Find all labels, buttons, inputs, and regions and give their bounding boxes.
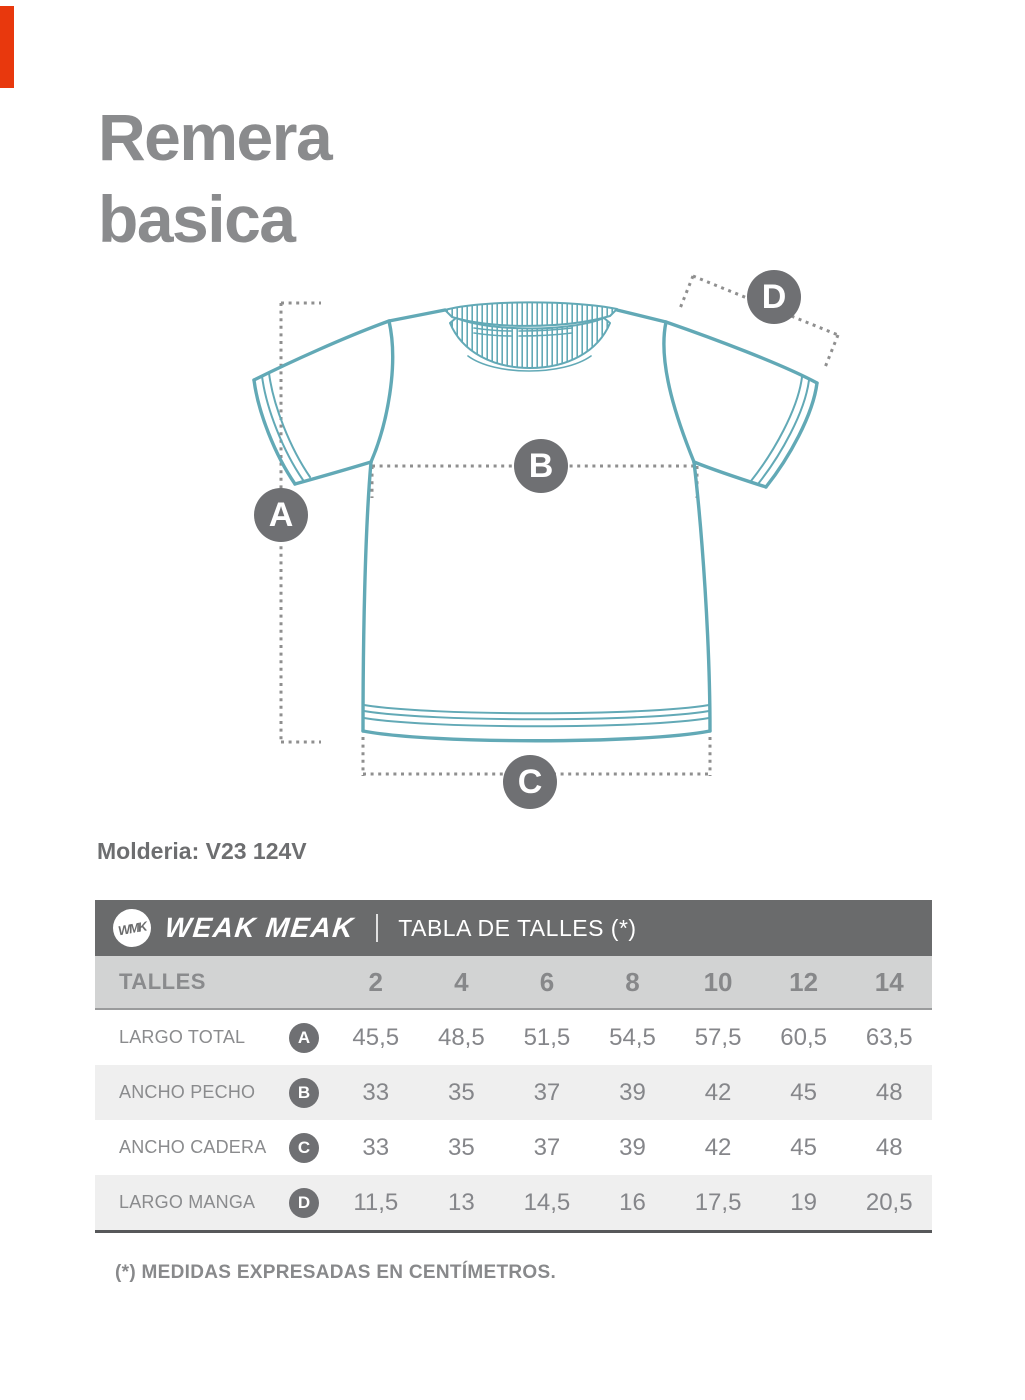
- measure-letter-c: C: [517, 762, 543, 801]
- value-cell: 35: [448, 1078, 475, 1106]
- page-title: Remera basica: [98, 96, 333, 260]
- table-row-largo-total: LARGO TOTAL A 45,5 48,5 51,5 54,5 57,5 6…: [95, 1010, 932, 1065]
- value-cell: 33: [362, 1078, 390, 1106]
- value-cell: 20,5: [865, 1188, 913, 1216]
- value-cell: 19: [790, 1188, 817, 1216]
- page-title-line1: Remera: [98, 100, 333, 174]
- row-label: LARGO MANGA: [119, 1192, 256, 1212]
- value-cell: 35: [448, 1133, 475, 1161]
- measure-circle-d: D: [747, 270, 801, 324]
- table-row-ancho-cadera: ANCHO CADERA C 33 35 37 39 42 45 48: [95, 1120, 932, 1175]
- size-col: 8: [625, 966, 640, 997]
- value-cell: 45,5: [352, 1023, 400, 1051]
- value-cell: 16: [619, 1188, 646, 1216]
- row-label: ANCHO PECHO: [119, 1082, 256, 1102]
- value-cell: 48,5: [437, 1023, 485, 1051]
- value-cell: 14,5: [523, 1188, 571, 1216]
- value-cell: 45: [790, 1078, 817, 1106]
- value-cell: 33: [362, 1133, 390, 1161]
- measure-circle-b: B: [514, 439, 568, 493]
- brand-monogram: WMK: [116, 918, 148, 938]
- corner-red-tab: [0, 6, 14, 88]
- value-cell: 13: [448, 1188, 475, 1216]
- row-badge-c: C: [289, 1132, 319, 1163]
- table-title: TABLA DE TALLES (*): [398, 914, 637, 941]
- value-cell: 37: [533, 1078, 561, 1106]
- value-cell: 39: [619, 1078, 646, 1106]
- table-row-largo-manga: LARGO MANGA D 11,5 13 14,5 16 17,5 19 20…: [95, 1175, 932, 1230]
- value-cell: 63,5: [865, 1023, 913, 1051]
- size-table: WMK WEAK MEAK TABLA DE TALLES (*) TALLES…: [95, 900, 932, 1233]
- value-cell: 54,5: [609, 1023, 656, 1051]
- header-divider: [376, 914, 379, 942]
- brand-name: WEAK MEAK: [163, 912, 356, 943]
- value-cell: 51,5: [523, 1023, 571, 1051]
- value-cell: 17,5: [694, 1188, 742, 1216]
- row-label: ANCHO CADERA: [119, 1137, 267, 1157]
- value-cell: 37: [533, 1133, 561, 1161]
- measure-circle-c: C: [503, 755, 557, 809]
- size-col: 6: [539, 966, 555, 997]
- tshirt-outline: [252, 308, 819, 743]
- value-cell: 48: [875, 1133, 903, 1161]
- value-cell: 11,5: [353, 1188, 399, 1216]
- size-col: 4: [454, 966, 469, 997]
- table-header-bar: WMK WEAK MEAK TABLA DE TALLES (*): [95, 900, 932, 956]
- row-badge-b: B: [289, 1077, 319, 1108]
- measure-circle-a: A: [254, 488, 308, 542]
- collar: [444, 301, 618, 372]
- size-col: 2: [368, 966, 384, 997]
- table-row-ancho-pecho: ANCHO PECHO B 33 35 37 39 42 45 48: [95, 1065, 932, 1120]
- row-badge-a: A: [289, 1022, 319, 1053]
- measure-letter-d: D: [761, 277, 787, 316]
- value-cell: 60,5: [780, 1023, 827, 1051]
- value-cell: 39: [619, 1133, 646, 1161]
- sizes-header-row: TALLES 2 4 6 8 10 12 14: [95, 956, 932, 1010]
- measure-letter-a: A: [268, 495, 294, 534]
- size-col: 12: [789, 966, 819, 997]
- size-col: 10: [703, 966, 733, 997]
- page-title-line2: basica: [98, 182, 296, 256]
- value-cell: 57,5: [694, 1023, 742, 1051]
- units-footnote: (*) MEDIDAS EXPRESADAS EN CENTÍMETROS.: [115, 1262, 557, 1283]
- value-cell: 45: [790, 1133, 817, 1161]
- molderia-code: Molderia: V23 124V: [97, 838, 307, 864]
- measure-letter-b: B: [528, 446, 554, 485]
- size-col: 14: [874, 966, 904, 997]
- row-badge-d: D: [289, 1187, 319, 1218]
- brand-logo-icon: WMK: [113, 909, 151, 947]
- sizes-label: TALLES: [119, 969, 206, 994]
- value-cell: 42: [704, 1078, 732, 1106]
- value-cell: 42: [704, 1133, 732, 1161]
- row-label: LARGO TOTAL: [119, 1027, 246, 1047]
- value-cell: 48: [875, 1078, 903, 1106]
